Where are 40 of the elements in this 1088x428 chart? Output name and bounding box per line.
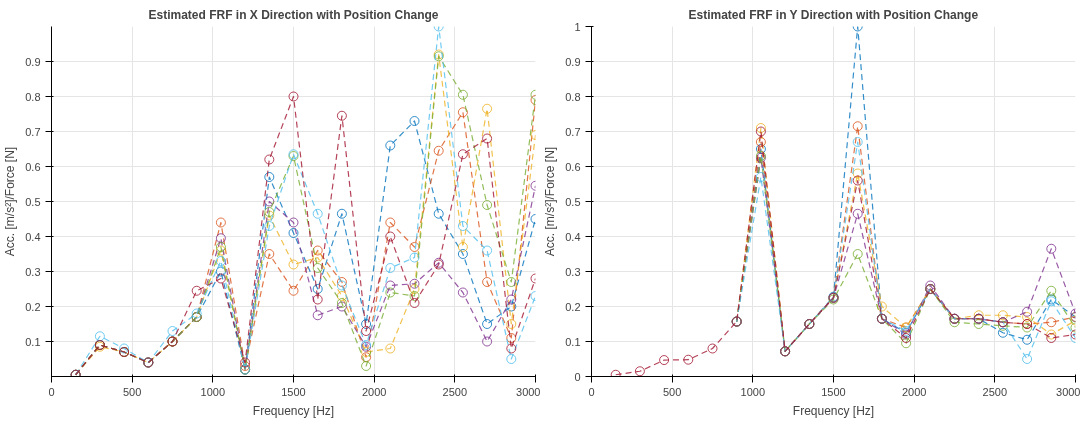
chart-title: Estimated FRF in Y Direction with Position Change: [688, 7, 979, 22]
x-tick-label: 1500: [821, 385, 846, 398]
y-tick-label: 0.5: [565, 195, 581, 208]
y-axis-title: Acc. [m/s²]/Force [N]: [3, 146, 18, 257]
x-tick-label: 2500: [982, 385, 1008, 398]
x-tick-label: 1500: [281, 385, 306, 398]
y-tick-label: 0.1: [565, 335, 581, 348]
y-tick-label: 0.7: [565, 125, 581, 138]
x-tick-label: 0: [588, 385, 595, 398]
y-tick-label: 0: [574, 370, 581, 383]
x-tick-label: 0: [48, 385, 55, 398]
chart-title: Estimated FRF in X Direction with Position Change: [148, 7, 439, 22]
y-tick-label: 0.4: [565, 230, 581, 243]
x-tick-label: 2500: [442, 385, 468, 398]
y-tick-label: 0.9: [25, 55, 41, 68]
x-tick-label: 2000: [361, 385, 387, 398]
y-tick-label: 0.7: [25, 125, 41, 138]
x-tick-label: 1000: [740, 385, 766, 398]
x-axis-title: Frequency [Hz]: [252, 403, 335, 418]
y-tick-label: 0.3: [25, 265, 41, 278]
y-tick-label: 0.2: [565, 300, 581, 313]
y-tick-label: 0.6: [565, 160, 581, 173]
y-tick-label: 0.4: [25, 230, 41, 243]
y-tick-label: 0.8: [25, 90, 41, 103]
y-tick-label: 0.8: [565, 90, 581, 103]
y-tick-label: 0.5: [25, 195, 41, 208]
y-tick-label: 1: [574, 20, 581, 33]
y-tick-label: 0.2: [25, 300, 41, 313]
y-axis-title: Acc. [m/s²]/Force [N]: [543, 146, 558, 257]
x-tick-label: 2000: [901, 385, 927, 398]
x-tick-label: 3000: [516, 385, 541, 398]
y-tick-label: 0.1: [25, 335, 41, 348]
x-axis-title: Frequency [Hz]: [792, 403, 875, 418]
x-tick-label: 500: [662, 385, 682, 398]
x-tick-label: 500: [122, 385, 142, 398]
x-tick-label: 3000: [1056, 385, 1081, 398]
y-tick-label: 0.9: [565, 55, 581, 68]
x-tick-label: 1000: [200, 385, 226, 398]
y-tick-label: 0.6: [25, 160, 41, 173]
y-tick-label: 0.3: [565, 265, 581, 278]
